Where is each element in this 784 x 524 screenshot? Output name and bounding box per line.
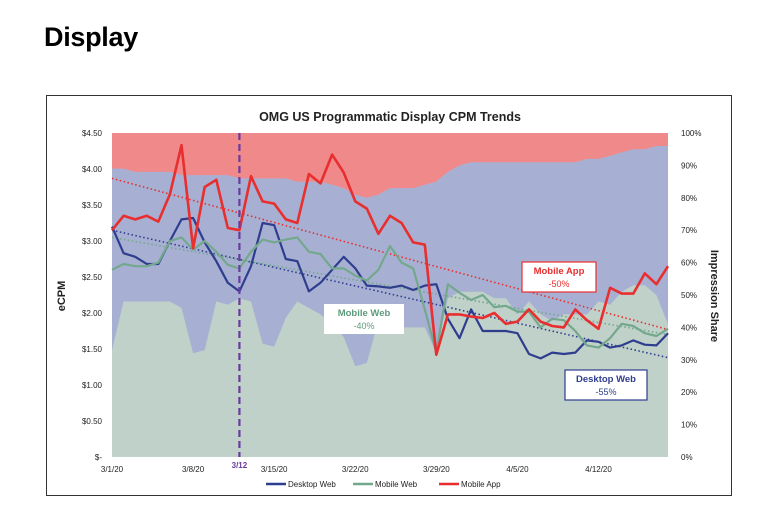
y-tick-label: $3.50 bbox=[82, 201, 103, 210]
mobile-app-annotation-change: -50% bbox=[548, 279, 569, 289]
y2-tick-label: 40% bbox=[681, 323, 697, 332]
y-axis-label: eCPM bbox=[56, 281, 68, 312]
x-tick-label: 3/15/20 bbox=[261, 465, 288, 474]
y-tick-label: $2.50 bbox=[82, 273, 103, 282]
y-tick-label: $0.50 bbox=[82, 417, 103, 426]
mobile-web-annotation-box bbox=[324, 304, 404, 334]
mobile-app-annotation-box bbox=[521, 261, 597, 293]
y2-tick-label: 0% bbox=[681, 453, 693, 462]
mobile-web-annotation-change: -40% bbox=[353, 321, 374, 331]
plot-area: $- $0.50 $1.00 $1.50 $2.00 $2.50 $3.00 $3.50 $4.… bbox=[82, 129, 702, 489]
mobile-app-line bbox=[110, 143, 670, 357]
y-tick-label: $1.00 bbox=[82, 381, 103, 390]
y-tick-label: $3.00 bbox=[82, 237, 103, 246]
mobile-app-trend-line bbox=[111, 177, 669, 331]
legend-label-mobile-app: Mobile App bbox=[461, 480, 501, 489]
y2-tick-label: 90% bbox=[681, 161, 697, 170]
desktop-web-annotation-change: -55% bbox=[595, 387, 616, 397]
cpm-trend-chart: OMG US Programmatic Display CPM Trends e… bbox=[56, 110, 720, 489]
y2-tick-label: 50% bbox=[681, 291, 697, 300]
mobile-web-annotation-name: Mobile Web bbox=[338, 308, 391, 319]
y2-axis-label: Impression Share bbox=[708, 250, 720, 342]
x-tick-label: 3/29/20 bbox=[423, 465, 450, 474]
chart-frame: OMG US Programmatic Display CPM Trends e… bbox=[46, 95, 732, 496]
legend-label-desktop-web: Desktop Web bbox=[288, 480, 336, 489]
x-tick-label: 3/8/20 bbox=[182, 465, 205, 474]
y-tick-label: $4.00 bbox=[82, 165, 103, 174]
y2-tick-label: 100% bbox=[681, 129, 701, 138]
y2-tick-label: 30% bbox=[681, 356, 697, 365]
y-tick-label: $1.50 bbox=[82, 345, 103, 354]
y-tick-label: $4.50 bbox=[82, 129, 103, 138]
y2-tick-label: 80% bbox=[681, 194, 697, 203]
x-tick-label: 3/1/20 bbox=[101, 465, 124, 474]
x-tick-label: 4/12/20 bbox=[585, 465, 612, 474]
mobile-app-annotation-name: Mobile App bbox=[534, 266, 585, 277]
y2-tick-label: 60% bbox=[681, 259, 697, 268]
mobile-web-share-area bbox=[112, 285, 668, 457]
desktop-web-annotation-name: Desktop Web bbox=[576, 374, 636, 385]
y2-tick-label: 10% bbox=[681, 421, 697, 430]
x-tick-label: 3/22/20 bbox=[342, 465, 369, 474]
x-tick-label: 4/5/20 bbox=[506, 465, 529, 474]
page-title: Display bbox=[44, 22, 138, 52]
y2-tick-label: 70% bbox=[681, 226, 697, 235]
chart-title: OMG US Programmatic Display CPM Trends bbox=[259, 110, 521, 124]
mobile-web-line bbox=[111, 236, 669, 354]
y-tick-label: $- bbox=[95, 453, 102, 462]
desktop-web-trend-line bbox=[111, 229, 669, 359]
y-tick-label: $2.00 bbox=[82, 309, 103, 318]
marker-label: 3/12 bbox=[232, 461, 248, 470]
legend-label-mobile-web: Mobile Web bbox=[375, 480, 418, 489]
desktop-web-annotation-box bbox=[564, 369, 648, 401]
y2-tick-label: 20% bbox=[681, 388, 697, 397]
